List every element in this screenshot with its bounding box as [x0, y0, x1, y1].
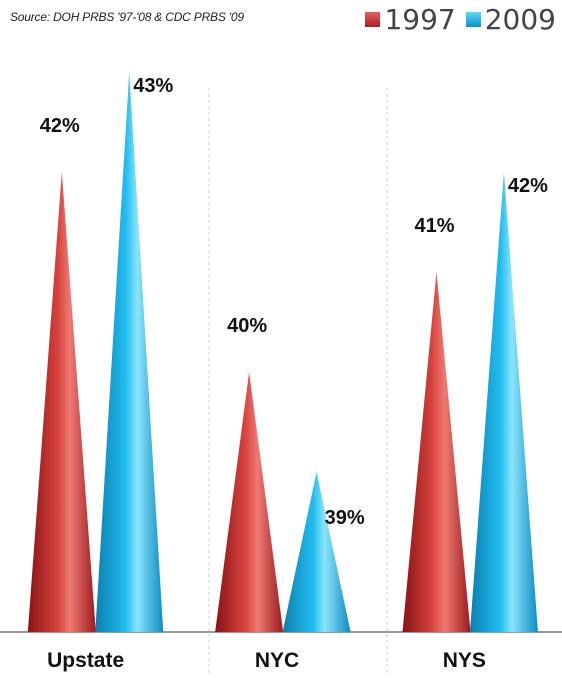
legend-label-2009: 2009: [484, 3, 556, 36]
cone-upstate-1997: [27, 172, 96, 632]
value-label-nys-2009: 42%: [508, 175, 548, 197]
legend-item-1997: 1997: [365, 3, 456, 36]
category-label-nyc: NYC: [255, 649, 299, 672]
value-labels-layer: 42% 43% 40% 39% 41% 42%: [40, 75, 548, 529]
value-label-upstate-1997: 42%: [40, 115, 80, 137]
value-label-upstate-2009: 43%: [133, 75, 173, 97]
category-label-nys: NYS: [443, 649, 486, 672]
cone-nys-1997: [402, 272, 471, 632]
cone-nyc-1997: [215, 372, 284, 632]
value-label-nyc-2009: 39%: [325, 507, 365, 529]
cone-upstate-2009: [95, 72, 164, 632]
group-dividers: [208, 88, 388, 676]
legend-swatch-2009: [465, 12, 481, 27]
legend-swatch-1997: [365, 12, 381, 27]
cone-nys-2009: [469, 172, 538, 632]
bars-layer: [27, 72, 538, 632]
legend-item-2009: 2009: [465, 3, 556, 36]
cone-nyc-2009: [282, 472, 351, 632]
category-labels-layer: Upstate NYC NYS: [47, 649, 486, 672]
value-label-nys-1997: 41%: [414, 215, 454, 237]
category-label-upstate: Upstate: [47, 649, 124, 672]
value-label-nyc-1997: 40%: [227, 315, 267, 337]
legend-label-1997: 1997: [384, 3, 456, 36]
legend: 1997 2009: [365, 3, 556, 36]
source-note: Source: DOH PRBS '97-'08 & CDC PRBS '09: [10, 10, 244, 24]
